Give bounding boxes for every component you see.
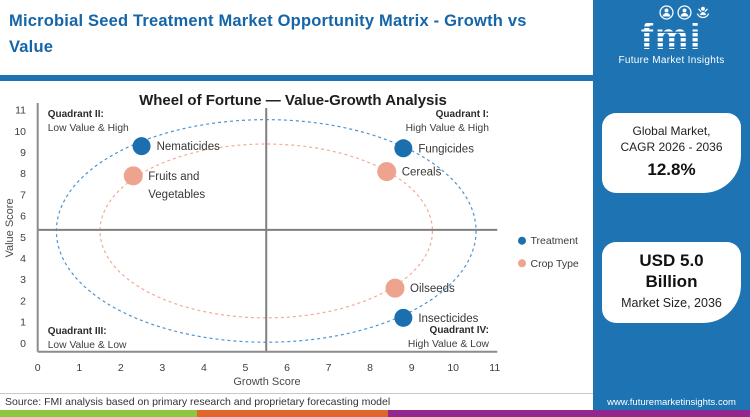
quadrant-subtitle-bottom-right: High Value & Low — [408, 339, 490, 350]
quadrant-subtitle-top-right: High Value & High — [406, 123, 490, 134]
logo-icon-row — [619, 5, 750, 20]
y-tick-label: 0 — [20, 338, 26, 350]
y-tick-label: 5 — [20, 232, 26, 244]
person-arms-up-icon — [696, 6, 709, 19]
fmi-tagline: Future Market Insights — [618, 55, 725, 66]
market-size-card: USD 5.0 Billion Market Size, 2036 — [602, 242, 741, 323]
point-fruits-and-vegetables — [123, 166, 143, 186]
cagr-card: Global Market, CAGR 2026 - 2036 12.8% — [602, 113, 741, 193]
point-label-insecticides: Insecticides — [418, 313, 478, 325]
x-tick-label: 9 — [409, 362, 415, 374]
quadrant-subtitle-bottom-left: Low Value & Low — [48, 340, 127, 351]
legend-label-crop-type: Crop Type — [531, 258, 579, 270]
legend-label-treatment: Treatment — [531, 235, 579, 247]
x-tick-label: 8 — [367, 362, 373, 374]
quadrant-title-top-left: Quadrant II: — [48, 109, 104, 120]
point-label-nematicides: Nematicides — [157, 141, 221, 153]
stripe-purple-segment — [388, 410, 750, 417]
cagr-card-line2: CAGR 2026 - 2036 — [620, 140, 723, 154]
point-cereals — [377, 162, 397, 182]
brand-stripe — [0, 410, 750, 417]
header-divider — [0, 75, 593, 81]
legend-marker-treatment — [518, 236, 526, 245]
quadrant-title-bottom-left: Quadrant III: — [48, 326, 107, 337]
cagr-card-line1: Global Market, — [632, 124, 711, 138]
y-tick-label: 6 — [20, 211, 26, 223]
y-tick-label: 3 — [20, 274, 26, 286]
point-label-oilseeds: Oilseeds — [410, 283, 455, 295]
stripe-orange-segment — [197, 410, 388, 417]
opportunity-matrix-chart: 0 1 2 3 4 5 6 7 8 9 10 11 0 1 2 3 4 5 6 7 8 9 10 11 Growth Score… — [4, 92, 579, 388]
point-label-fruits-and-vegetables: Vegetables — [148, 189, 205, 201]
market-size-value-line1: USD 5.0 — [639, 251, 704, 270]
chart-title: Wheel of Fortune — Value-Growth Analysis — [139, 92, 447, 109]
legend-marker-crop-type — [518, 259, 526, 268]
y-tick-label: 7 — [20, 189, 26, 201]
point-fungicides — [394, 139, 413, 158]
x-tick-label: 0 — [35, 362, 41, 374]
x-tick-label: 3 — [159, 362, 165, 374]
fmi-brand-text: fmi — [640, 16, 703, 57]
point-label-fruits-and-vegetables: Fruits and — [148, 171, 199, 183]
point-nematicides — [132, 137, 151, 156]
point-insecticides — [394, 308, 413, 327]
person-in-circle-icon — [658, 5, 674, 20]
y-tick-label: 8 — [20, 168, 26, 180]
x-tick-label: 10 — [447, 362, 459, 374]
x-tick-label: 2 — [118, 362, 124, 374]
quadrant-subtitle-top-left: Low Value & High — [48, 123, 129, 134]
y-tick-label: 10 — [14, 126, 26, 138]
main-panel: Microbial Seed Treatment Market Opportun… — [0, 0, 593, 410]
y-tick-label: 2 — [20, 295, 26, 307]
point-oilseeds — [385, 278, 405, 298]
report-header: Microbial Seed Treatment Market Opportun… — [0, 0, 593, 60]
x-axis-title: Growth Score — [233, 376, 300, 388]
y-tick-label: 11 — [15, 105, 26, 117]
y-tick-label: 4 — [20, 253, 26, 265]
x-tick-label: 5 — [243, 362, 249, 374]
website-url: www.futuremarketinsights.com — [607, 397, 736, 408]
y-tick-label: 9 — [20, 147, 26, 159]
market-size-value-line2: Billion — [645, 272, 698, 291]
point-label-fungicides: Fungicides — [418, 143, 474, 155]
source-text: Source: FMI analysis based on primary re… — [5, 396, 391, 408]
quadrant-title-top-right: Quadrant I: — [436, 109, 489, 120]
quadrant-title-bottom-right: Quadrant IV: — [430, 325, 489, 336]
stripe-green-segment — [0, 410, 197, 417]
point-label-cereals: Cereals — [402, 167, 442, 179]
fmi-logo: fmi Future Market Insights — [593, 5, 750, 66]
crop-type-ellipse — [99, 143, 434, 319]
x-tick-label: 1 — [76, 362, 82, 374]
x-tick-label: 11 — [489, 362, 500, 374]
x-tick-label: 7 — [326, 362, 332, 374]
x-tick-label: 6 — [284, 362, 290, 374]
y-axis-title: Value Score — [4, 198, 16, 257]
cagr-value: 12.8% — [647, 160, 696, 179]
page-title: Microbial Seed Treatment Market Opportun… — [9, 12, 527, 56]
source-note: Source: FMI analysis based on primary re… — [0, 393, 593, 410]
market-size-caption: Market Size, 2036 — [621, 296, 722, 310]
y-tick-label: 1 — [20, 317, 26, 329]
brand-sidebar: fmi Future Market Insights Global Market… — [593, 0, 750, 417]
x-tick-label: 4 — [201, 362, 207, 374]
